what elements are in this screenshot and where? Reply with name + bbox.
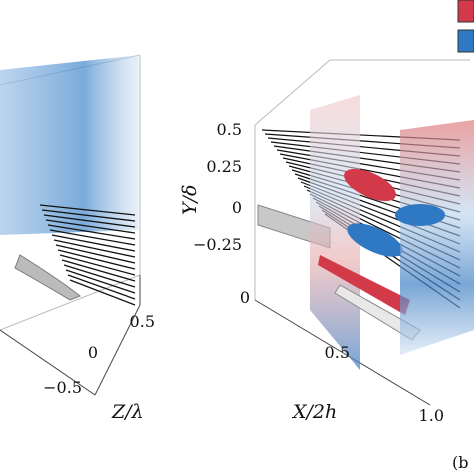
x-tick: 0.5 (325, 343, 350, 362)
z-tick: 0.5 (130, 312, 155, 331)
streak (43, 214, 136, 228)
y-tick: 0 (232, 198, 242, 217)
streak (63, 264, 136, 288)
streak (55, 244, 136, 264)
right-box (254, 59, 470, 406)
streak (47, 224, 136, 240)
x-axis-title: X/2h (291, 401, 337, 423)
streak (51, 234, 136, 252)
streak (61, 259, 136, 282)
streak (45, 219, 136, 234)
z-tick: 0 (88, 343, 98, 362)
x-tick: 1.0 (419, 406, 444, 425)
streak (67, 274, 136, 300)
vortex-red-low (318, 255, 410, 315)
streak (65, 269, 136, 294)
streak (53, 239, 136, 258)
y-tick: 0.25 (206, 157, 242, 176)
plane-2 (400, 120, 474, 355)
panel-label: (b (452, 453, 468, 472)
y-tick: 0.5 (217, 120, 242, 139)
streak (39, 204, 136, 216)
vortex-red (344, 168, 396, 202)
y-axis-title: Y/δ (179, 185, 201, 215)
streak (41, 209, 136, 222)
streak (57, 249, 136, 270)
y-tick: −0.25 (193, 235, 242, 254)
streak (69, 279, 136, 306)
x-tick: 0 (240, 288, 250, 307)
plane-1 (310, 95, 360, 370)
streak (59, 254, 136, 276)
vortex-blue (347, 223, 403, 257)
velocity-plane (0, 55, 140, 235)
legend-red (457, 0, 474, 23)
tube-left (14, 254, 81, 301)
vortex-blue-2 (395, 204, 445, 226)
streaks-left (39, 204, 136, 306)
streak (49, 229, 136, 246)
z-tick: −0.5 (43, 378, 82, 397)
legend-blue (457, 29, 474, 53)
z-axis-title: Z/λ (111, 401, 144, 423)
